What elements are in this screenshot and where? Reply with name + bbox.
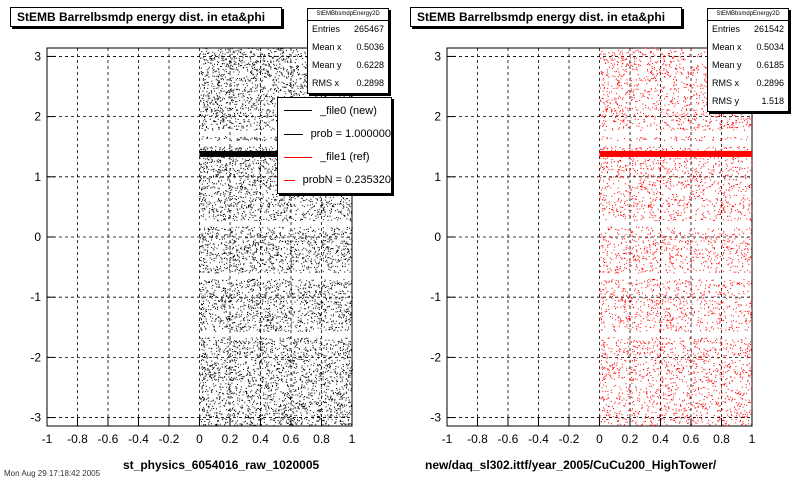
right-footer-label: new/daq_sl302.ittf/year_2005/CuCu200_Hig… (425, 458, 717, 472)
x-tick-label: 0.4 (252, 432, 269, 446)
x-tick-label: 1 (349, 432, 356, 446)
x-tick-label: -0.4 (128, 432, 149, 446)
y-tick-label: -3 (30, 411, 41, 425)
y-tick-label: -2 (30, 350, 41, 364)
left-footer-label: st_physics_6054016_raw_1020005 (123, 458, 320, 472)
right-chart-title: StEMB Barrelbsmdp energy dist. in eta&ph… (410, 7, 682, 27)
left-chart-title: StEMB Barrelbsmdp energy dist. in eta&ph… (10, 7, 282, 27)
legend-swatch (284, 133, 303, 135)
x-tick-label: -0.6 (498, 432, 519, 446)
legend-swatch (284, 179, 295, 181)
y-tick-label: 0 (34, 230, 41, 244)
y-tick-label: 1 (434, 170, 441, 184)
right-stats-row: Entries 261542 (712, 24, 784, 34)
timestamp-label: Mon Aug 29 17:18:42 2005 (4, 469, 101, 478)
x-tick-label: 0.8 (313, 432, 330, 446)
left-stats-row: Entries 265467 (312, 24, 384, 34)
legend-entry: probN = 0.235320 (278, 169, 391, 191)
x-tick-label: 0 (196, 432, 203, 446)
x-tick-label: 0.8 (713, 432, 730, 446)
x-tick-label: -0.2 (159, 432, 180, 446)
x-tick-label: 0.2 (222, 432, 239, 446)
left-stats-row: RMS x 0.2898 (312, 78, 384, 88)
legend-entry: _file1 (ref) (278, 145, 391, 169)
x-tick-label: -0.4 (528, 432, 549, 446)
y-tick-label: 2 (34, 110, 41, 124)
y-tick-label: 2 (434, 110, 441, 124)
x-tick-label: 0.6 (283, 432, 300, 446)
right-stats-row: RMS x 0.2896 (712, 78, 784, 88)
x-tick-label: 0.6 (683, 432, 700, 446)
left-stats-row: Mean x 0.5036 (312, 42, 384, 52)
x-tick-label: -0.6 (98, 432, 119, 446)
right-histogram-panel: -1 -0.8 -0.6 -0.4 -0.2 0 0.2 0.4 0.6 0.8 1 3 2 1 0 -1 -2… (430, 47, 756, 446)
right-stats-row: Mean y 0.6185 (712, 60, 784, 70)
x-tick-label: -0.2 (559, 432, 580, 446)
y-tick-label: 0 (434, 230, 441, 244)
left-stats-row: Mean y 0.6228 (312, 60, 384, 70)
legend-entry: _file0 (new) (278, 98, 391, 123)
legend-box: _file0 (new) prob = 1.000000 _file1 (ref… (277, 97, 392, 194)
dense-band (199, 150, 352, 157)
legend-swatch (284, 110, 312, 111)
y-tick-label: -1 (430, 290, 441, 304)
y-tick-label: 3 (34, 49, 41, 63)
x-tick-label: -1 (442, 432, 453, 446)
x-tick-label: -0.8 (467, 432, 488, 446)
scatter-points (599, 47, 753, 427)
x-tick-label: 1 (749, 432, 756, 446)
y-tick-label: -1 (30, 290, 41, 304)
y-tick-label: -2 (430, 350, 441, 364)
right-stats-row: Mean x 0.5034 (712, 42, 784, 52)
legend-swatch (284, 156, 312, 158)
dense-band (599, 150, 752, 157)
y-tick-label: -3 (430, 411, 441, 425)
x-tick-label: 0 (596, 432, 603, 446)
y-tick-label: 3 (434, 49, 441, 63)
right-stats-row: RMS y 1.518 (712, 96, 784, 106)
right-stats-name: StEMBbsmdpEnergy2D (708, 9, 788, 21)
y-tick-label: 1 (34, 170, 41, 184)
x-tick-label: -0.8 (67, 432, 88, 446)
x-tick-label: -1 (42, 432, 53, 446)
x-tick-label: 0.2 (622, 432, 639, 446)
legend-entry: prob = 1.000000 (278, 123, 391, 145)
x-tick-label: 0.4 (652, 432, 669, 446)
left-stats-name: StEMBbsmdpEnergy2D (308, 9, 388, 21)
